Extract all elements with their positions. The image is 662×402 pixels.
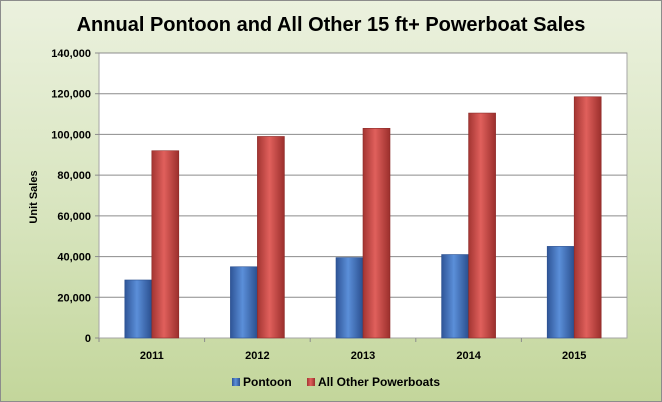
legend-label-other: All Other Powerboats (318, 375, 440, 389)
x-tick-label: 2014 (456, 350, 481, 362)
bar-pontoon-2015 (546, 246, 575, 339)
y-tick-label: 120,000 (51, 89, 91, 101)
legend: Pontoon All Other Powerboats (232, 375, 440, 389)
legend-swatch-pontoon (232, 378, 240, 386)
bars (124, 96, 602, 339)
x-axis-ticks: 2011 2012 2013 2014 2015 (98, 338, 586, 362)
y-axis-ticks: 0 20,000 40,000 60,000 80,000 100,000 120,000 1… (51, 48, 91, 345)
x-tick-label: 2011 (140, 350, 164, 362)
x-tick-label: 2015 (562, 350, 586, 362)
bar-pontoon-2011 (124, 279, 153, 339)
legend-swatch-other (307, 378, 315, 386)
x-tick-label: 2012 (245, 350, 269, 362)
x-tick-label: 2013 (351, 350, 375, 362)
y-tick-label: 0 (85, 333, 91, 345)
chart-title: Annual Pontoon and All Other 15 ft+ Powe… (77, 14, 586, 36)
y-axis-label: Unit Sales (28, 170, 40, 223)
bar-pontoon-2014 (441, 254, 469, 339)
bar-other-2012 (257, 136, 285, 339)
bar-other-2011 (151, 150, 180, 339)
y-tick-label: 80,000 (57, 170, 91, 182)
bar-pontoon-2013 (335, 257, 364, 339)
y-tick-label: 100,000 (51, 129, 91, 141)
bar-other-2015 (573, 96, 602, 339)
y-tick-label: 40,000 (57, 252, 91, 264)
bar-pontoon-2012 (230, 266, 258, 339)
y-tick-label: 140,000 (51, 48, 91, 60)
bar-other-2014 (468, 112, 496, 339)
legend-label-pontoon: Pontoon (243, 375, 292, 389)
y-tick-label: 60,000 (57, 211, 91, 223)
bar-other-2013 (362, 128, 391, 339)
y-tick-label: 20,000 (57, 292, 91, 304)
